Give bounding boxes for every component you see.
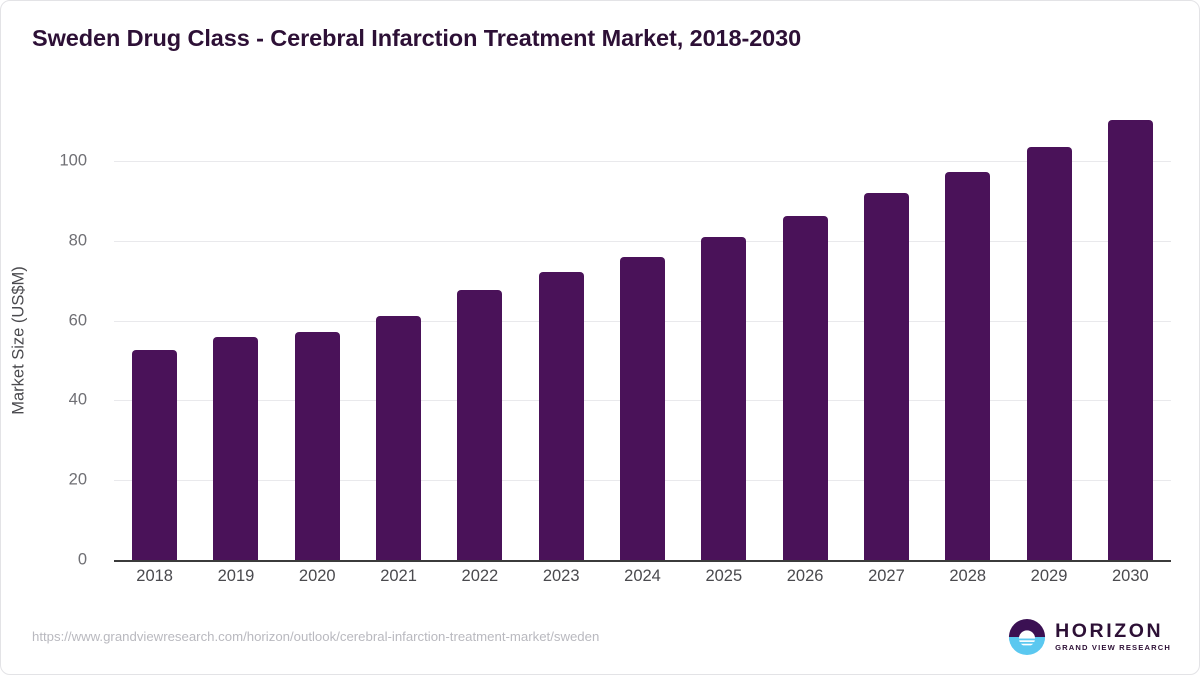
x-axis-tick-label: 2023 [542,567,580,585]
bar[interactable] [376,316,422,560]
x-axis-tick-labels: 2018 2019 2020 2021 2022 2023 2024 2025 2026 2027… [114,567,1171,597]
logo-wordmark: HORIZON [1055,619,1164,642]
x-axis-tick-label: 2027 [868,567,905,585]
bar[interactable] [294,332,340,560]
bar[interactable] [213,336,259,560]
x-axis-tick-label: 2030 [1111,567,1149,585]
page-title: Sweden Drug Class - Cerebral Infarction … [32,25,802,51]
horizon-logo: HORIZON GRAND VIEW RESEARCH [1008,618,1171,656]
x-axis-tick-label: 2021 [380,567,417,585]
x-axis-tick-label: 2025 [705,567,743,585]
horizon-logo-icon [1009,618,1046,656]
gridline [114,240,1171,242]
x-axis-tick-label: 2020 [298,567,336,585]
x-axis-tick-label: 2018 [136,567,173,585]
bar[interactable] [701,236,747,560]
x-axis-line [114,560,1171,562]
bar[interactable] [1026,147,1072,560]
bar[interactable] [457,289,503,560]
y-axis-title: Market Size (US$M) [9,266,28,415]
y-axis-tick-label: 80 [68,231,87,250]
plot-area [114,101,1171,562]
bar[interactable] [538,271,584,560]
bar[interactable] [782,215,828,560]
x-axis-tick-label: 2026 [786,567,824,585]
bar-series [114,101,1171,560]
source-url[interactable]: https://www.grandviewresearch.com/horizo… [32,629,600,644]
y-axis-tick-labels: 0 20 40 60 80 100 [1,101,101,568]
bar[interactable] [945,171,991,560]
bar[interactable] [132,350,178,560]
x-axis-tick-label: 2024 [624,567,661,585]
x-axis-tick-label: 2028 [949,567,987,585]
x-axis-tick-label: 2029 [1030,567,1068,585]
gridline [114,160,1171,162]
y-axis-tick-label: 60 [68,311,87,330]
x-axis-tick-label: 2022 [461,567,499,585]
y-axis-tick-label: 40 [68,390,87,409]
bar[interactable] [863,193,909,560]
y-axis-tick-label: 20 [68,470,87,489]
y-axis-tick-label: 0 [77,550,87,569]
bar[interactable] [1107,119,1153,560]
x-axis-tick-label: 2019 [217,567,255,585]
bar[interactable] [620,257,665,560]
y-axis-tick-label: 100 [59,151,87,170]
logo-tagline: GRAND VIEW RESEARCH [1055,643,1171,653]
horizon-logo-text: HORIZON GRAND VIEW RESEARCH [1055,619,1171,653]
